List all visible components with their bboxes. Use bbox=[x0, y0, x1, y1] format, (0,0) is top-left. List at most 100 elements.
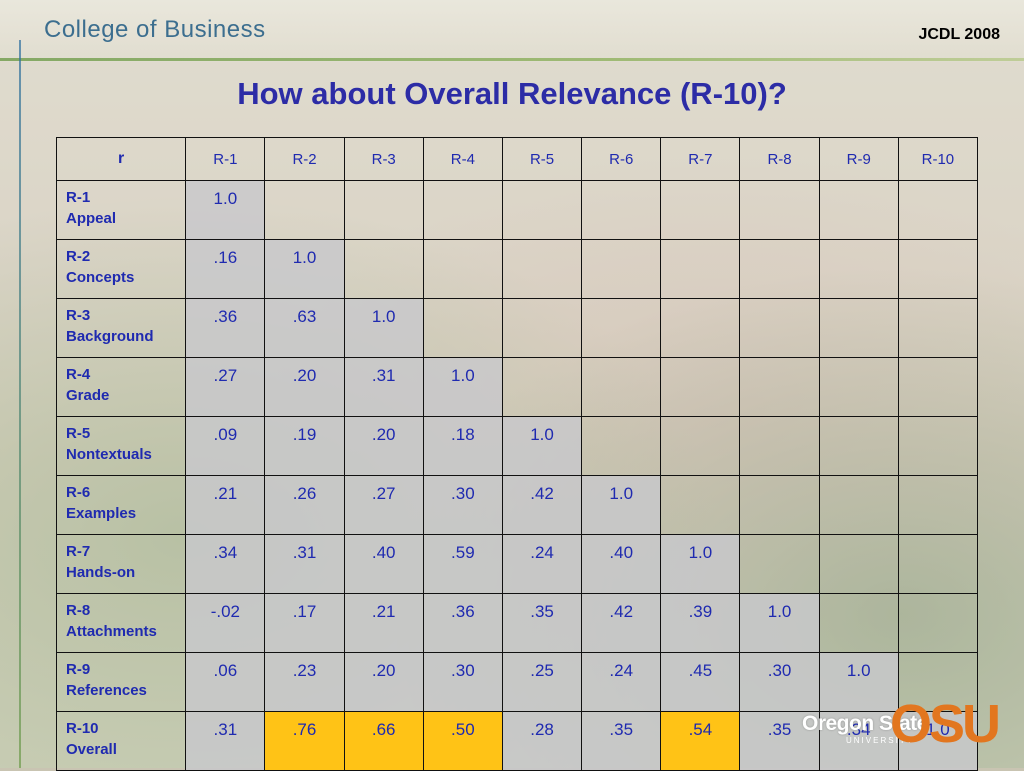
correlation-cell bbox=[739, 357, 820, 417]
table-body: R-1 Appeal 1.0 R-2 Concepts .16 1.0 R-3 Backgrou… bbox=[55, 180, 979, 771]
correlation-cell: .20 bbox=[343, 652, 424, 712]
correlation-cell: .26 bbox=[264, 475, 345, 535]
row-label: Hands-on bbox=[66, 564, 136, 581]
correlation-cell: .36 bbox=[422, 593, 503, 653]
correlation-cell bbox=[343, 239, 424, 299]
correlation-cell bbox=[660, 298, 741, 358]
correlation-cell: .19 bbox=[264, 416, 345, 476]
correlation-cell: .06 bbox=[185, 652, 266, 712]
correlation-table: r R-1 R-2 R-3 R-4 R-5 R-6 R-7 R-8 R-9 R-10 R-1 App… bbox=[55, 137, 979, 771]
corner-header: r bbox=[55, 137, 187, 181]
table-row: R-2 Concepts .16 1.0 bbox=[55, 239, 979, 299]
correlation-cell bbox=[818, 593, 899, 653]
correlation-cell bbox=[739, 180, 820, 240]
correlation-cell: 1.0 bbox=[818, 652, 899, 712]
row-label: Background bbox=[66, 328, 154, 345]
correlation-cell: 1.0 bbox=[185, 180, 266, 240]
row-code: R-4 bbox=[66, 366, 91, 383]
row-header: R-2 Concepts bbox=[55, 239, 187, 299]
correlation-cell bbox=[581, 416, 662, 476]
column-header: R-5 bbox=[501, 137, 583, 181]
row-code: R-10 bbox=[66, 720, 99, 737]
correlation-cell: .21 bbox=[343, 593, 424, 653]
correlation-cell: 1.0 bbox=[343, 298, 424, 358]
row-header: R-9 References bbox=[55, 652, 187, 712]
correlation-cell bbox=[897, 357, 979, 417]
correlation-cell: .42 bbox=[501, 475, 583, 535]
correlation-cell bbox=[581, 357, 662, 417]
correlation-cell: .31 bbox=[264, 534, 345, 594]
column-header: R-3 bbox=[343, 137, 424, 181]
correlation-cell: .35 bbox=[739, 711, 820, 771]
row-header: R-1 Appeal bbox=[55, 180, 187, 240]
row-code: R-8 bbox=[66, 602, 91, 619]
correlation-cell: -.02 bbox=[185, 593, 266, 653]
row-code: R-9 bbox=[66, 661, 91, 678]
correlation-cell: .27 bbox=[343, 475, 424, 535]
table-row: R-5 Nontextuals .09.19.20.18 1.0 bbox=[55, 416, 979, 476]
correlation-cell bbox=[818, 298, 899, 358]
column-header: R-10 bbox=[897, 137, 979, 181]
correlation-cell: .35 bbox=[581, 711, 662, 771]
correlation-cell bbox=[897, 298, 979, 358]
row-label: Examples bbox=[66, 505, 137, 522]
row-label: Appeal bbox=[66, 210, 117, 227]
column-header: R-7 bbox=[660, 137, 741, 181]
correlation-cell: 1.0 bbox=[422, 357, 503, 417]
row-label: Nontextuals bbox=[66, 446, 152, 463]
row-header: R-10 Overall bbox=[55, 711, 187, 771]
correlation-cell: .24 bbox=[501, 534, 583, 594]
column-header: R-4 bbox=[422, 137, 503, 181]
correlation-cell bbox=[660, 416, 741, 476]
correlation-cell bbox=[264, 180, 345, 240]
college-name: College of Business bbox=[44, 16, 266, 43]
correlation-cell: .40 bbox=[581, 534, 662, 594]
row-header: R-5 Nontextuals bbox=[55, 416, 187, 476]
row-header: R-4 Grade bbox=[55, 357, 187, 417]
correlation-cell: .31 bbox=[343, 357, 424, 417]
conference-label: JCDL 2008 bbox=[918, 26, 1000, 43]
correlation-cell bbox=[818, 475, 899, 535]
correlation-cell: .27 bbox=[185, 357, 266, 417]
correlation-cell: .18 bbox=[422, 416, 503, 476]
correlation-cell: .30 bbox=[422, 652, 503, 712]
highlighted-correlation-cell: .50 bbox=[422, 711, 503, 771]
correlation-cell bbox=[501, 239, 583, 299]
logo-abbrev: OSU bbox=[889, 694, 1001, 754]
correlation-cell: .16 bbox=[185, 239, 266, 299]
row-code: R-1 bbox=[66, 189, 91, 206]
column-header: R-9 bbox=[818, 137, 899, 181]
correlation-cell: .42 bbox=[581, 593, 662, 653]
row-code: R-2 bbox=[66, 248, 91, 265]
correlation-cell bbox=[581, 180, 662, 240]
correlation-cell: 1.0 bbox=[264, 239, 345, 299]
correlation-cell: 1.0 bbox=[501, 416, 583, 476]
row-code: R-6 bbox=[66, 484, 91, 501]
correlation-cell: .34 bbox=[818, 711, 899, 771]
left-accent-rule bbox=[19, 40, 21, 768]
correlation-cell bbox=[660, 475, 741, 535]
correlation-cell bbox=[739, 239, 820, 299]
correlation-cell bbox=[422, 298, 503, 358]
correlation-cell: 1.0 bbox=[739, 593, 820, 653]
table-row: R-10 Overall .31.76.66.50.28.35.54.35.34 1.… bbox=[55, 711, 979, 771]
correlation-cell: .28 bbox=[501, 711, 583, 771]
correlation-cell: .63 bbox=[264, 298, 345, 358]
correlation-cell bbox=[581, 298, 662, 358]
correlation-cell: .17 bbox=[264, 593, 345, 653]
logo-university-name: Oregon State bbox=[802, 712, 928, 735]
row-code: R-3 bbox=[66, 307, 91, 324]
slide-title: How about Overall Relevance (R-10)? bbox=[237, 76, 787, 111]
correlation-cell: .23 bbox=[264, 652, 345, 712]
column-header: R-8 bbox=[739, 137, 820, 181]
correlation-cell bbox=[343, 180, 424, 240]
column-header: R-2 bbox=[264, 137, 345, 181]
row-label: Overall bbox=[66, 741, 117, 758]
correlation-cell bbox=[818, 239, 899, 299]
osu-logo: Oregon State UNIVERSITY OSU bbox=[802, 694, 1001, 754]
row-header: R-6 Examples bbox=[55, 475, 187, 535]
correlation-cell: .09 bbox=[185, 416, 266, 476]
correlation-cell: .40 bbox=[343, 534, 424, 594]
correlation-cell bbox=[739, 416, 820, 476]
row-label: References bbox=[66, 682, 147, 699]
